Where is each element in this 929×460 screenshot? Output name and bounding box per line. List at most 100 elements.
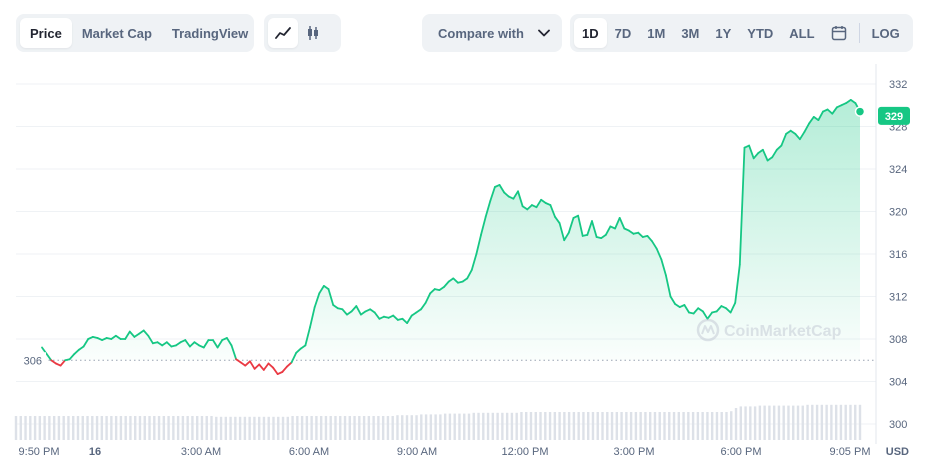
price-line-segment [309, 306, 316, 329]
price-line-segment [475, 233, 482, 255]
price-line-segment [253, 363, 261, 370]
volume-bar [715, 412, 719, 440]
price-line-segment [295, 347, 302, 354]
tab-tradingview[interactable]: TradingView [171, 25, 249, 41]
price-line-segment [512, 190, 519, 200]
volume-bar [272, 416, 275, 440]
range-ytd[interactable]: YTD [747, 25, 774, 41]
chart-type-tabs: Price Market Cap TradingView [16, 14, 254, 52]
compare-with-label: Compare with [438, 25, 524, 41]
volume-bar [19, 416, 22, 440]
volume-bar [43, 416, 46, 440]
volume-bar [277, 416, 280, 440]
watermark-text: CoinMarketCap [724, 323, 842, 340]
price-line-segment [290, 351, 298, 364]
volume-bar [834, 404, 838, 440]
time-range-tabs: 1D 7D 1M 3M 1Y YTD ALL LOG [570, 14, 913, 52]
price-line-segment [188, 341, 196, 348]
volume-bar [472, 412, 475, 440]
volume-bar [410, 415, 413, 440]
price-line-segment [124, 330, 131, 340]
range-1m[interactable]: 1M [647, 25, 666, 41]
line-chart-button[interactable] [268, 18, 298, 48]
price-line-segment [526, 204, 533, 211]
volume-bar [343, 416, 347, 440]
volume-bar [730, 411, 733, 440]
volume-bar [153, 416, 156, 440]
volume-bar [577, 412, 580, 440]
price-line-segment [258, 363, 265, 371]
volume-bar [367, 416, 371, 440]
price-line-segment [799, 130, 806, 141]
volume-bar [329, 416, 332, 440]
log-scale-toggle[interactable]: LOG [871, 25, 900, 41]
date-range-button[interactable] [823, 18, 855, 48]
range-7d[interactable]: 7D [614, 25, 632, 41]
volume-bar [553, 412, 557, 440]
volume-bar [57, 416, 61, 440]
volume-bar [820, 404, 824, 440]
volume-bar [358, 416, 361, 440]
candlestick-button[interactable] [298, 18, 328, 48]
volume-bar [315, 416, 318, 440]
coinmarketcap-logo-icon [696, 318, 720, 342]
price-line-segment [239, 361, 247, 367]
volume-bar [334, 416, 337, 440]
price-line-segment [503, 191, 510, 198]
range-1y[interactable]: 1Y [715, 25, 732, 41]
volume-bar [114, 416, 118, 440]
volume-bar [229, 416, 232, 440]
price-line-segment [420, 301, 427, 311]
volume-bar [224, 416, 228, 440]
price-line-segment [780, 133, 787, 147]
volume-bar [525, 412, 528, 440]
price-line-segment [794, 133, 801, 141]
volume-bar [606, 412, 609, 440]
volume-bar [429, 414, 433, 440]
volume-bar [758, 405, 762, 440]
price-line-segment [415, 308, 422, 314]
volume-bar [76, 416, 80, 440]
volume-bar [854, 404, 857, 440]
current-price-badge [878, 106, 910, 125]
y-tick-label: 312 [889, 292, 907, 304]
volume-bar [505, 412, 509, 440]
volume-bar [796, 405, 800, 440]
tab-market-cap[interactable]: Market Cap [81, 25, 152, 41]
price-line-segment [438, 285, 446, 292]
volume-bar [615, 412, 619, 440]
price-line-segment [142, 329, 150, 337]
price-line-segment [392, 314, 399, 321]
current-price-label: 329 [885, 111, 903, 123]
x-tick-label: 9:50 PM [19, 446, 60, 458]
range-all[interactable]: ALL [789, 25, 815, 41]
volume-bar [734, 408, 738, 440]
price-chart: CoinMarketCap 30030430831231632032432833… [14, 64, 910, 458]
price-line-segment [50, 359, 57, 365]
volume-bar [420, 414, 423, 440]
compare-with-dropdown[interactable]: Compare with [422, 14, 562, 52]
volume-bar [296, 416, 299, 440]
volume-bar [491, 412, 495, 440]
price-line-segment [826, 108, 834, 115]
volume-bar [143, 416, 146, 440]
range-1d[interactable]: 1D [574, 18, 607, 48]
price-line-segment [262, 362, 270, 371]
price-line-segment [702, 310, 709, 320]
volume-bar [195, 416, 199, 440]
price-line [41, 99, 861, 376]
y-tick-label: 308 [889, 334, 907, 346]
volume-bar [496, 412, 499, 440]
range-3m[interactable]: 3M [681, 25, 700, 41]
price-line-segment [193, 341, 201, 347]
tab-price[interactable]: Price [20, 18, 72, 48]
volume-bar [639, 412, 642, 440]
volume-bar [281, 416, 285, 440]
price-line-segment [133, 332, 141, 338]
volume-bar [105, 416, 108, 440]
volume-bar [587, 412, 590, 440]
volume-bar [86, 416, 89, 440]
volume-bar [515, 412, 518, 440]
volume-bar [510, 412, 514, 440]
coinmarketcap-logo-mark [701, 325, 715, 335]
